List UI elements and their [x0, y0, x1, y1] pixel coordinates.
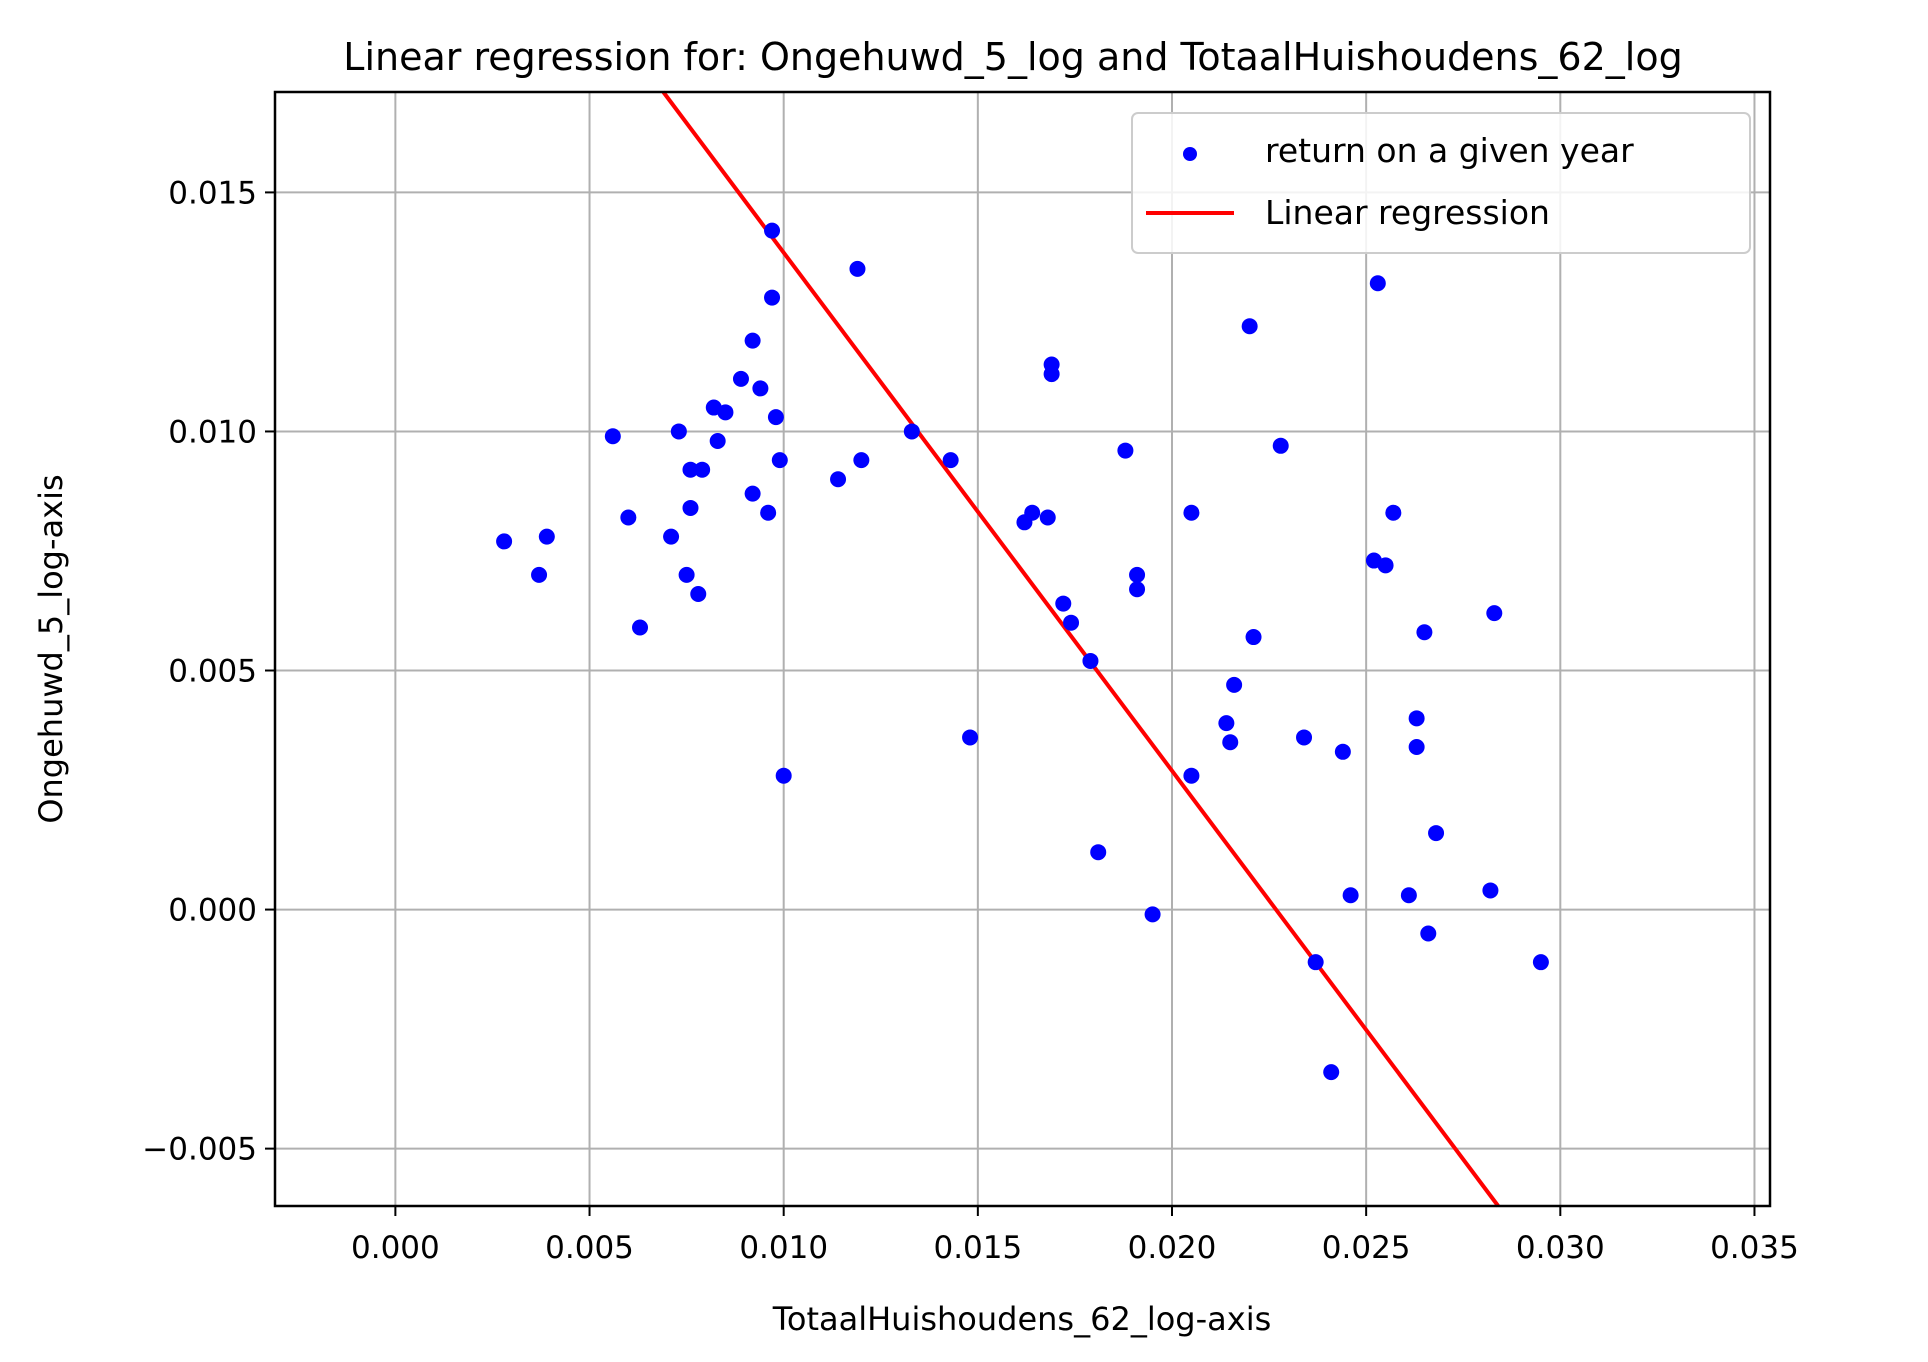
data-point — [764, 289, 781, 306]
chart-title: Linear regression for: Ongehuwd_5_log an… — [343, 35, 1682, 79]
data-point — [1039, 509, 1056, 526]
data-point — [1369, 275, 1386, 292]
data-point — [1129, 581, 1146, 598]
y-axis-label: Ongehuwd_5_log-axis — [32, 474, 70, 823]
data-point — [632, 619, 649, 636]
data-point — [853, 452, 870, 469]
data-point — [1144, 906, 1161, 923]
data-point — [1296, 729, 1313, 746]
x-tick-label: 0.030 — [1516, 1230, 1605, 1266]
data-point — [1090, 844, 1107, 861]
data-point — [1408, 710, 1425, 727]
y-tick-label: 0.005 — [168, 654, 257, 690]
data-point — [760, 504, 777, 521]
data-point — [690, 586, 707, 603]
data-point — [496, 533, 513, 550]
data-point — [1024, 504, 1041, 521]
data-point — [663, 528, 680, 545]
data-point — [962, 729, 979, 746]
data-point — [1245, 629, 1262, 646]
data-point — [744, 485, 761, 502]
regression-line-layer — [661, 90, 1500, 1208]
data-point — [538, 528, 555, 545]
data-point — [1416, 624, 1433, 641]
data-point — [744, 332, 761, 349]
data-point — [942, 452, 959, 469]
grid — [275, 92, 1770, 1206]
data-point — [903, 423, 920, 440]
data-point — [1241, 318, 1258, 335]
data-point — [604, 428, 621, 445]
data-point — [620, 509, 637, 526]
scatter-points — [496, 222, 1549, 1081]
y-tick-label: 0.015 — [168, 175, 257, 211]
data-point — [682, 499, 699, 516]
y-tick-label: 0.010 — [168, 414, 257, 450]
data-point — [678, 566, 695, 583]
data-point — [1385, 504, 1402, 521]
x-tick-label: 0.015 — [933, 1230, 1022, 1266]
data-point — [531, 566, 548, 583]
data-point — [1272, 437, 1289, 454]
data-point — [1055, 595, 1072, 612]
data-point — [1307, 954, 1324, 971]
data-point — [1428, 825, 1445, 842]
x-tick-label: 0.000 — [351, 1230, 440, 1266]
data-point — [1323, 1064, 1340, 1081]
data-point — [717, 404, 734, 421]
data-point — [1222, 734, 1239, 751]
data-point — [1043, 366, 1060, 383]
data-point — [1400, 887, 1417, 904]
data-point — [709, 433, 726, 450]
data-point — [1183, 504, 1200, 521]
legend-label-line: Linear regression — [1265, 193, 1550, 232]
legend-label-scatter: return on a given year — [1265, 131, 1634, 170]
data-point — [1482, 882, 1499, 899]
legend-box — [1131, 112, 1751, 254]
data-point — [752, 380, 769, 397]
data-point — [1377, 557, 1394, 574]
data-point — [764, 222, 781, 239]
data-point — [1082, 652, 1099, 669]
data-point — [1183, 767, 1200, 784]
plot-frame — [273, 90, 1772, 1208]
data-point — [1420, 925, 1437, 942]
data-point — [1218, 715, 1235, 732]
y-tick-label: 0.000 — [168, 893, 257, 929]
legend: return on a given year Linear regression — [1131, 112, 1751, 254]
y-tick-label: −0.005 — [142, 1132, 257, 1168]
data-point — [1117, 442, 1134, 459]
axis-ticks: 0.000 0.005 0.010 0.015 0.020 0.025 0.030 0.035… — [142, 175, 1799, 1266]
data-point — [694, 461, 711, 478]
data-point — [1063, 614, 1080, 631]
x-axis-label: TotaalHuishoudens_62_log-axis — [772, 1300, 1272, 1338]
data-point — [1334, 743, 1351, 760]
data-point — [1486, 605, 1503, 622]
data-point — [767, 409, 784, 426]
x-tick-label: 0.010 — [739, 1230, 828, 1266]
data-point — [775, 767, 792, 784]
regression-line — [661, 90, 1500, 1208]
data-point — [771, 452, 788, 469]
data-point — [732, 370, 749, 387]
x-tick-label: 0.020 — [1128, 1230, 1217, 1266]
legend-marker-scatter — [1183, 147, 1197, 161]
x-tick-label: 0.005 — [545, 1230, 634, 1266]
data-point — [1532, 954, 1549, 971]
data-point — [830, 471, 847, 488]
data-point — [670, 423, 687, 440]
data-point — [1408, 739, 1425, 756]
data-point — [1342, 887, 1359, 904]
data-point — [1226, 676, 1243, 693]
x-tick-label: 0.035 — [1710, 1230, 1799, 1266]
x-tick-label: 0.025 — [1322, 1230, 1411, 1266]
data-point — [1129, 566, 1146, 583]
data-point — [682, 461, 699, 478]
data-point — [849, 260, 866, 277]
